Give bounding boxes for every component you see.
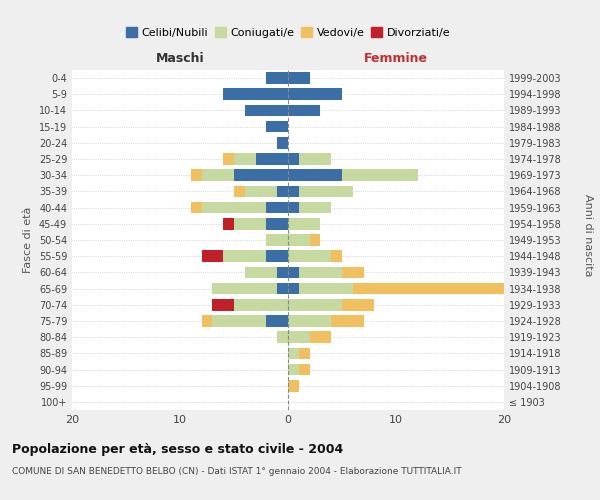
Bar [191,202,202,213]
Bar [288,380,299,392]
Bar [342,170,418,181]
Bar [223,88,288,100]
Bar [266,121,288,132]
Bar [266,202,288,213]
Bar [234,186,245,198]
Bar [234,170,288,181]
Bar [288,170,342,181]
Bar [288,72,310,84]
Bar [245,266,277,278]
Bar [202,315,212,327]
Bar [288,282,299,294]
Bar [299,266,342,278]
Bar [299,153,331,165]
Bar [212,299,234,310]
Bar [342,299,374,310]
Bar [277,137,288,148]
Text: COMUNE DI SAN BENEDETTO BELBO (CN) - Dati ISTAT 1° gennaio 2004 - Elaborazione T: COMUNE DI SAN BENEDETTO BELBO (CN) - Dat… [12,468,461,476]
Bar [299,348,310,359]
Bar [191,170,202,181]
Bar [288,153,299,165]
Bar [342,266,364,278]
Y-axis label: Fasce di età: Fasce di età [23,207,33,273]
Bar [202,250,223,262]
Bar [288,315,331,327]
Bar [331,250,342,262]
Bar [310,332,331,343]
Bar [266,250,288,262]
Bar [266,72,288,84]
Bar [288,266,299,278]
Bar [277,186,288,198]
Bar [202,170,234,181]
Bar [223,250,266,262]
Bar [266,234,288,246]
Bar [223,218,234,230]
Bar [331,315,364,327]
Bar [266,315,288,327]
Bar [288,332,310,343]
Bar [299,186,353,198]
Bar [277,332,288,343]
Bar [277,282,288,294]
Bar [266,218,288,230]
Bar [277,266,288,278]
Text: Popolazione per età, sesso e stato civile - 2004: Popolazione per età, sesso e stato civil… [12,442,343,456]
Bar [202,202,266,213]
Bar [212,315,266,327]
Bar [288,348,299,359]
Bar [288,299,342,310]
Text: Anni di nascita: Anni di nascita [583,194,593,276]
Legend: Celibi/Nubili, Coniugati/e, Vedovi/e, Divorziati/e: Celibi/Nubili, Coniugati/e, Vedovi/e, Di… [121,23,455,42]
Bar [245,104,288,117]
Text: Femmine: Femmine [364,52,428,65]
Bar [299,202,331,213]
Bar [353,282,504,294]
Bar [223,153,234,165]
Bar [288,186,299,198]
Bar [234,153,256,165]
Bar [288,202,299,213]
Bar [310,234,320,246]
Bar [234,218,266,230]
Bar [245,186,277,198]
Bar [288,104,320,117]
Bar [288,250,331,262]
Bar [234,299,288,310]
Bar [288,364,299,376]
Bar [288,218,320,230]
Bar [212,282,277,294]
Text: Maschi: Maschi [155,52,205,65]
Bar [299,364,310,376]
Bar [288,88,342,100]
Bar [299,282,353,294]
Bar [256,153,288,165]
Bar [288,234,310,246]
